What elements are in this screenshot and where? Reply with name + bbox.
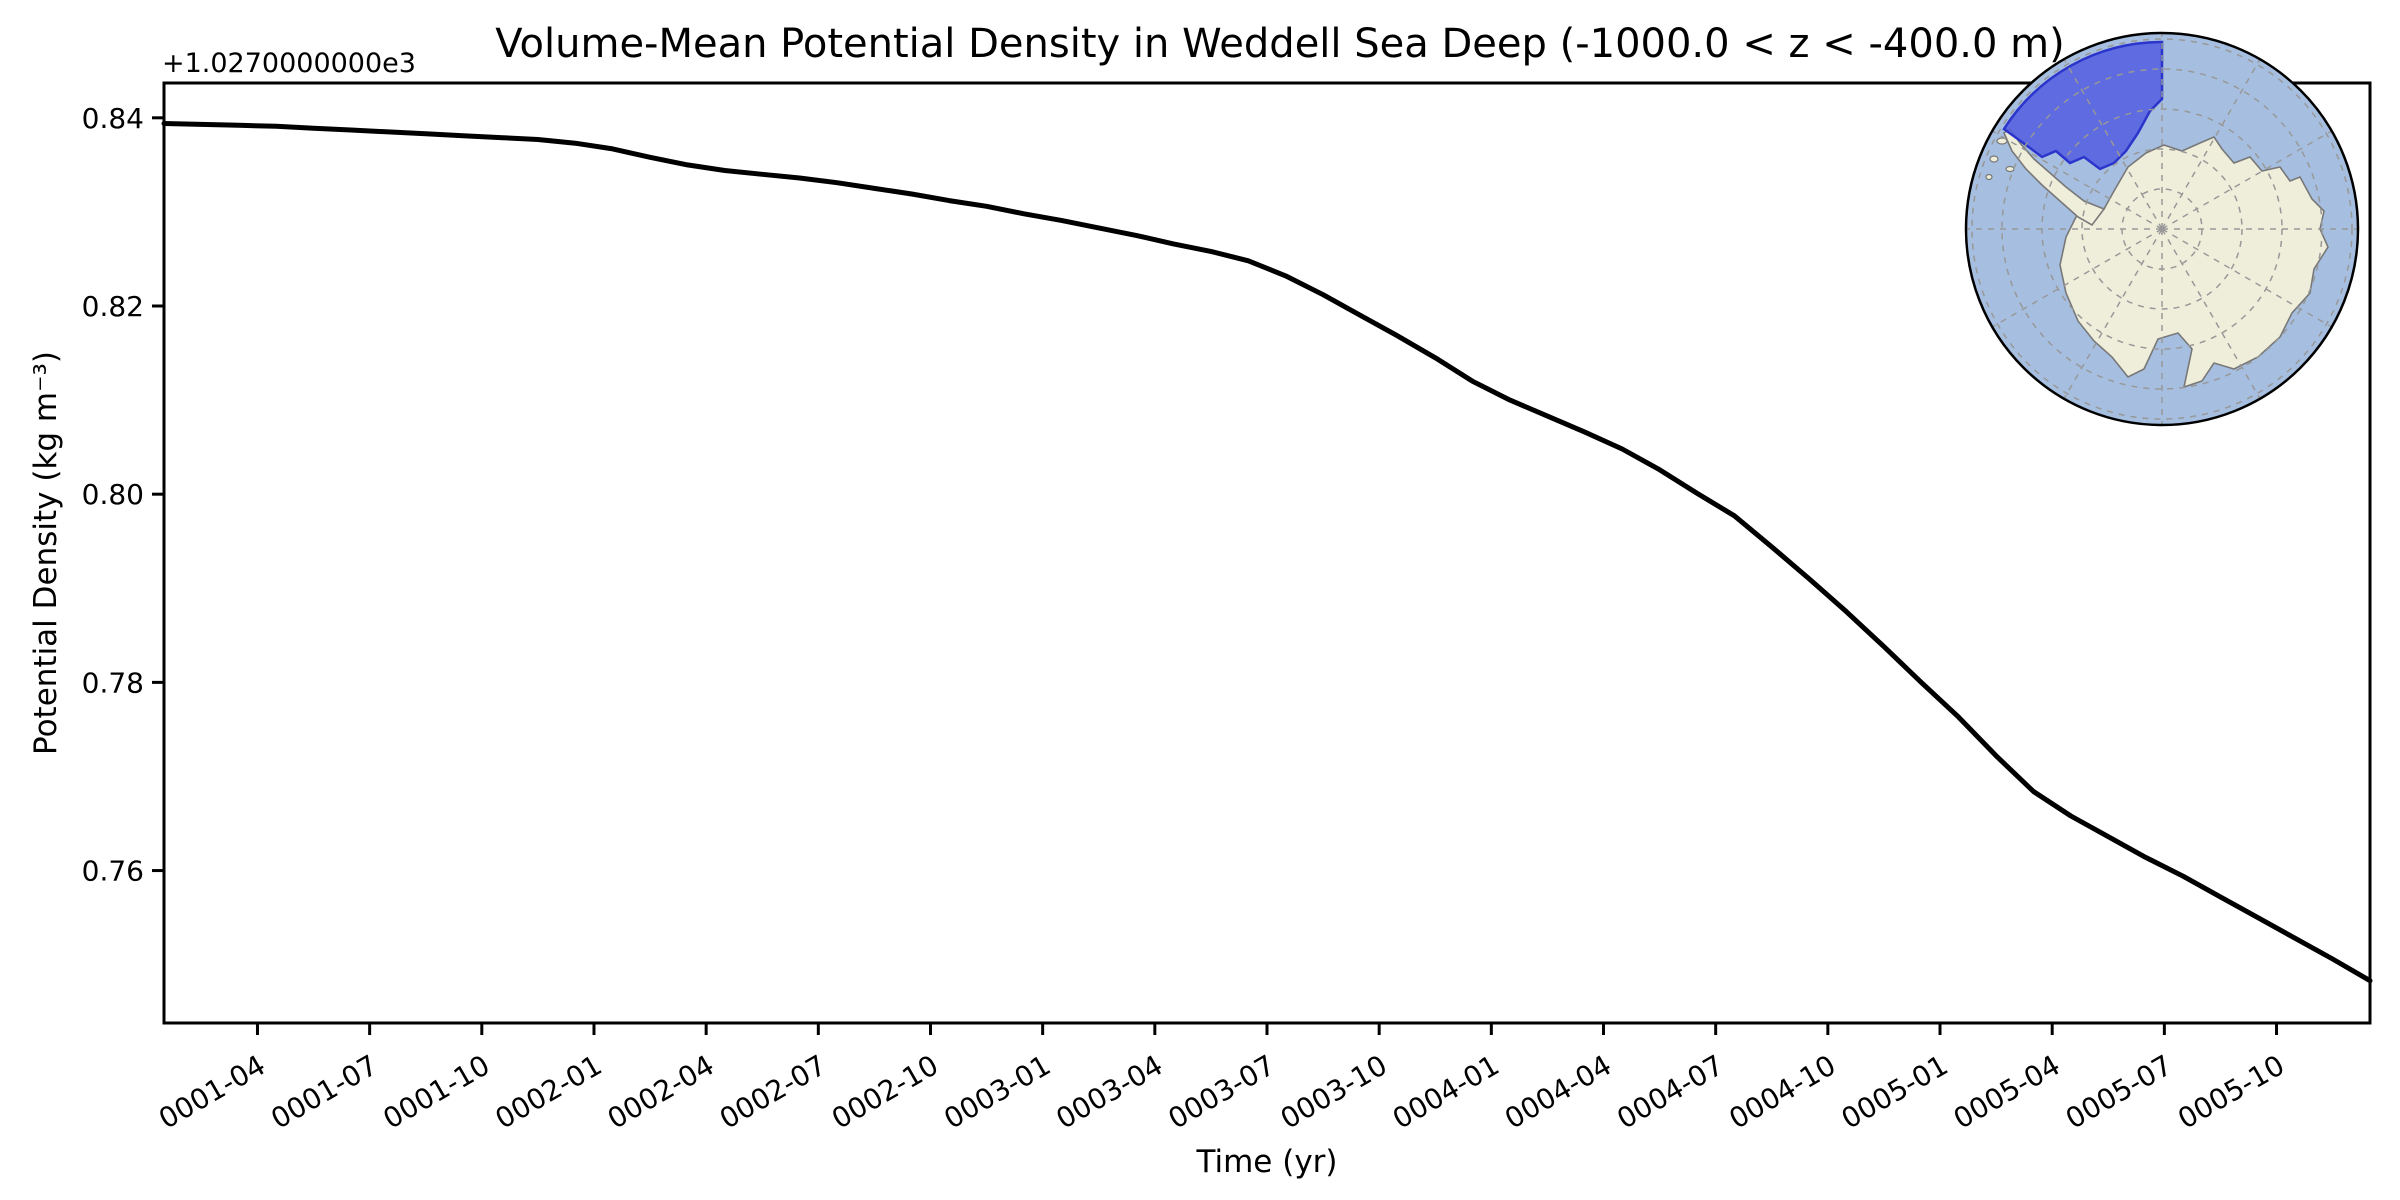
y-axis-ticks: 0.76 0.78 0.80 0.82 0.84 [82, 102, 164, 888]
map-land-antarctica [2059, 136, 2329, 389]
x-tick-label: 0001-04 [153, 1048, 271, 1135]
y-tick-label: 0.80 [82, 478, 144, 511]
map-meridian-line [2161, 228, 2333, 328]
density-line [161, 121, 2373, 984]
x-tick-label: 0005-04 [1948, 1048, 2066, 1135]
x-tick-label: 0001-10 [377, 1048, 495, 1135]
x-tick-label: 0003-04 [1051, 1048, 1169, 1135]
x-tick-label: 0002-10 [826, 1048, 944, 1135]
x-tick-label: 0002-01 [490, 1048, 608, 1135]
x-tick-label: 0005-10 [2172, 1048, 2290, 1135]
y-tick-label: 0.84 [82, 102, 144, 135]
x-tick-label: 0004-01 [1387, 1048, 1505, 1135]
map-graticule [1966, 33, 2358, 425]
x-tick-label: 0001-07 [265, 1048, 383, 1135]
x-tick-label: 0003-10 [1275, 1048, 1393, 1135]
map-latitude-circle [2081, 148, 2243, 310]
y-tick-label: 0.82 [82, 290, 144, 323]
x-tick-label: 0005-07 [2060, 1048, 2178, 1135]
x-tick-label: 0004-10 [1724, 1048, 1842, 1135]
map-meridian-line [2063, 228, 2163, 400]
x-tick-label: 0002-07 [714, 1048, 832, 1135]
x-tick-label: 0003-07 [1163, 1048, 1281, 1135]
map-meridian-line [1991, 130, 2163, 230]
x-tick-label: 0002-04 [602, 1048, 720, 1135]
x-axis-label: Time (yr) [1196, 1144, 1338, 1180]
chart-title: Volume-Mean Potential Density in Weddell… [495, 21, 2064, 67]
x-tick-label: 0004-04 [1499, 1048, 1617, 1135]
y-axis-label: Potential Density (kg m⁻³) [28, 351, 64, 755]
map-meridian-line [2161, 58, 2261, 230]
map-islands [1985, 137, 2015, 181]
x-tick-label: 0003-01 [938, 1048, 1056, 1135]
y-axis-offset-text: +1.0270000000e3 [162, 48, 416, 79]
x-tick-label: 0004-07 [1611, 1048, 1729, 1135]
map-outline-circle [1964, 31, 2360, 427]
map-meridian-line [2161, 130, 2333, 230]
map-meridian-line [1991, 228, 2163, 328]
x-tick-label: 0005-01 [1836, 1048, 1954, 1135]
y-tick-label: 0.78 [82, 666, 144, 699]
x-axis-ticks: 0001-040001-070001-100002-010002-040002-… [153, 1023, 2290, 1136]
map-meridian-line [2161, 228, 2261, 400]
antarctica-inset-map [1964, 31, 2360, 427]
map-meridian-line [2063, 58, 2163, 230]
map-land-peninsula [2002, 127, 2106, 227]
map-latitude-circle [1971, 38, 2353, 420]
y-tick-label: 0.76 [82, 855, 144, 888]
